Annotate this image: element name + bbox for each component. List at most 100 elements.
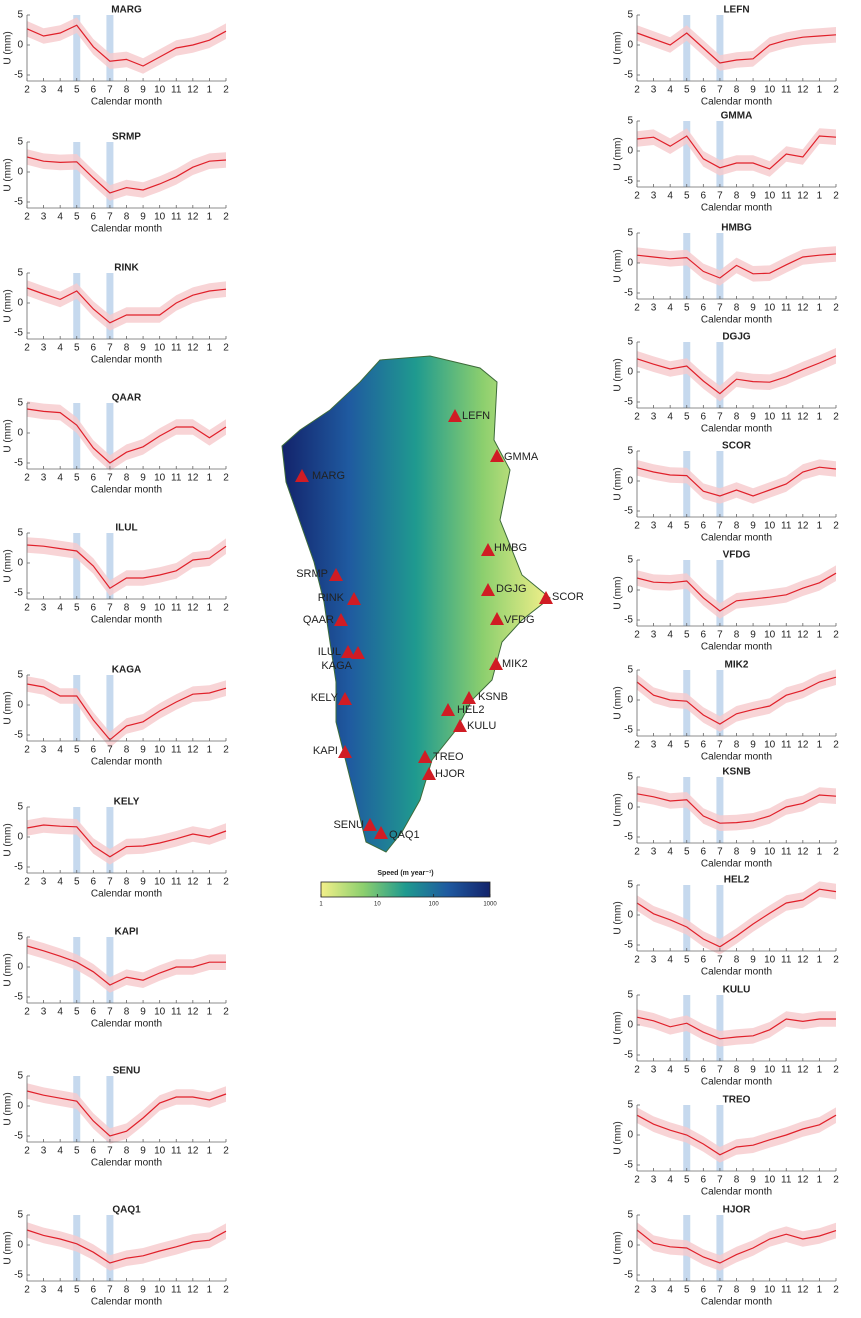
y-axis-label: U (mm)	[613, 31, 624, 64]
x-tick-label: 6	[701, 521, 707, 532]
x-tick-label: 5	[74, 1285, 80, 1296]
x-tick-label: 11	[171, 1285, 182, 1296]
uncertainty-band	[637, 1107, 836, 1163]
y-tick-label: 0	[627, 695, 633, 706]
uncertainty-band	[27, 280, 226, 331]
x-tick-label: 4	[57, 343, 63, 354]
x-axis-label: Calendar month	[91, 889, 162, 900]
uncertainty-band	[637, 128, 836, 177]
highlight-band	[716, 560, 724, 626]
highlight-band	[106, 533, 114, 599]
x-tick-label: 10	[154, 745, 166, 756]
y-tick-label: 5	[627, 665, 633, 676]
x-tick-label: 8	[734, 1065, 740, 1076]
x-tick-label: 1	[207, 877, 213, 888]
x-tick-label: 10	[764, 85, 776, 96]
x-tick-label: 6	[701, 85, 707, 96]
station-label: KAGA	[321, 660, 352, 672]
x-tick-label: 2	[833, 740, 839, 751]
x-tick-label: 2	[833, 1065, 839, 1076]
chart-title: GMMA	[721, 111, 753, 122]
x-tick-label: 4	[57, 85, 63, 96]
y-tick-label: -5	[14, 328, 23, 339]
y-axis-label: U (mm)	[3, 953, 14, 986]
colorbar-tick-label: 10	[374, 902, 381, 908]
x-tick-label: 6	[701, 303, 707, 314]
x-tick-label: 10	[154, 603, 166, 614]
x-tick-label: 12	[797, 412, 809, 423]
y-tick-label: 5	[627, 228, 633, 239]
x-tick-label: 3	[41, 473, 47, 484]
x-tick-label: 8	[734, 955, 740, 966]
highlight-band	[716, 15, 724, 81]
station-marker	[363, 818, 377, 831]
station-label: MARG	[312, 470, 345, 482]
x-axis-label: Calendar month	[701, 967, 772, 978]
x-tick-label: 7	[717, 191, 723, 202]
colorbar-tick-label: 1000	[483, 902, 497, 908]
x-tick-label: 4	[667, 1285, 673, 1296]
y-axis-label: U (mm)	[613, 1011, 624, 1044]
station-marker	[422, 767, 436, 780]
y-axis-label: U (mm)	[613, 249, 624, 282]
x-tick-label: 1	[817, 1065, 823, 1076]
x-tick-label: 7	[107, 212, 113, 223]
x-tick-label: 11	[171, 212, 182, 223]
x-axis-label: Calendar month	[701, 533, 772, 544]
x-tick-label: 9	[750, 191, 756, 202]
x-tick-label: 11	[171, 343, 182, 354]
x-tick-label: 2	[24, 473, 30, 484]
x-tick-label: 11	[171, 745, 182, 756]
x-tick-label: 9	[140, 1007, 146, 1018]
y-tick-label: -5	[14, 197, 23, 208]
y-tick-label: 0	[627, 1240, 633, 1251]
x-tick-label: 9	[140, 212, 146, 223]
data-line	[636, 135, 837, 170]
y-axis-label: U (mm)	[613, 1231, 624, 1264]
y-tick-label: 5	[627, 772, 633, 783]
highlight-band	[716, 342, 724, 408]
x-tick-label: 8	[734, 521, 740, 532]
chart-title: LEFN	[723, 5, 749, 16]
x-tick-label: 8	[734, 191, 740, 202]
station-label: QAAR	[303, 614, 334, 626]
y-axis-label: U (mm)	[3, 289, 14, 322]
data-line	[636, 355, 837, 395]
y-axis-label: U (mm)	[613, 686, 624, 719]
x-tick-label: 2	[833, 1285, 839, 1296]
y-tick-label: 0	[627, 802, 633, 813]
x-tick-label: 8	[734, 740, 740, 751]
chart-title: HMBG	[721, 223, 752, 234]
x-tick-label: 4	[667, 740, 673, 751]
x-axis-label: Calendar month	[701, 97, 772, 108]
x-tick-label: 9	[750, 412, 756, 423]
x-tick-label: 12	[187, 212, 199, 223]
station-marker	[347, 592, 361, 605]
station-marker	[481, 583, 495, 596]
y-tick-label: 0	[17, 700, 23, 711]
y-tick-label: -5	[624, 1160, 633, 1171]
station-marker	[341, 645, 355, 658]
y-tick-label: 5	[627, 116, 633, 127]
x-tick-label: 12	[797, 1065, 809, 1076]
x-tick-label: 9	[140, 877, 146, 888]
x-axis-label: Calendar month	[701, 859, 772, 870]
x-tick-label: 8	[734, 847, 740, 858]
station-label: ILUL	[318, 646, 341, 658]
station-label: TREO	[433, 751, 464, 763]
uncertainty-band	[637, 348, 836, 402]
station-label: KSNB	[478, 691, 508, 703]
x-tick-label: 2	[833, 847, 839, 858]
x-tick-label: 9	[750, 955, 756, 966]
x-tick-label: 8	[124, 1007, 130, 1018]
x-tick-label: 12	[187, 603, 199, 614]
x-tick-label: 7	[107, 1146, 113, 1157]
chart-title: TREO	[723, 1095, 751, 1106]
x-tick-label: 2	[833, 521, 839, 532]
x-tick-label: 9	[750, 303, 756, 314]
x-tick-label: 7	[717, 1065, 723, 1076]
y-tick-label: -5	[624, 176, 633, 187]
data-line	[26, 824, 227, 858]
x-tick-label: 2	[24, 877, 30, 888]
x-tick-label: 6	[701, 1065, 707, 1076]
